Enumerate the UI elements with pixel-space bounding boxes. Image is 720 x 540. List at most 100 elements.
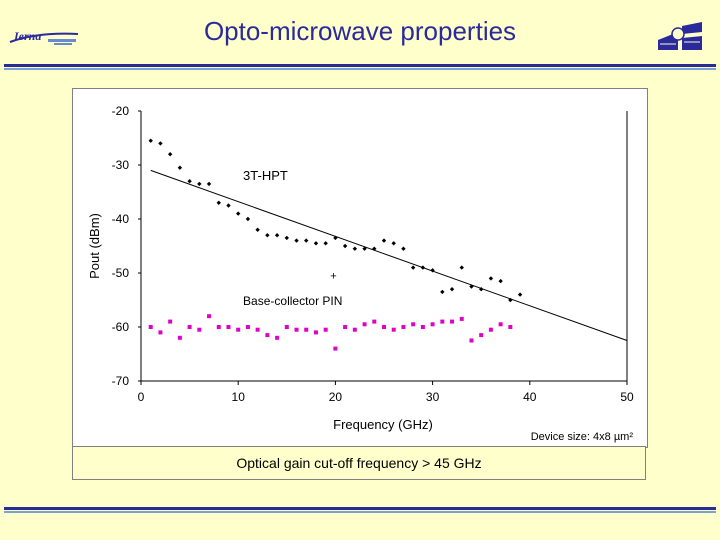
pin-point (450, 319, 455, 324)
logo-right (658, 22, 702, 50)
pin-point (343, 325, 348, 329)
hpt-point (187, 179, 192, 184)
pin-point (226, 325, 231, 329)
pin-point (488, 327, 493, 332)
pin-point (362, 322, 367, 327)
x-ticks: 0 10 20 30 40 50 (138, 381, 634, 404)
x-tick-label: 0 (138, 390, 145, 404)
pin-point (148, 325, 153, 329)
hpt-point (236, 211, 241, 216)
pin-point (323, 327, 328, 332)
header-rule-light (4, 68, 716, 70)
pin-point (479, 333, 484, 338)
pin-point (207, 314, 212, 319)
annotation-base-collector-pin: Base-collector PIN (243, 294, 342, 308)
chart-panel: -20 -30 -40 -50 -60 -70 0 10 20 30 40 50 Pout (dBm… (72, 88, 648, 448)
pin-point (216, 325, 221, 329)
pin-point (284, 325, 289, 329)
hpt-point (381, 238, 387, 243)
hpt-point (372, 246, 377, 251)
logo-left-text: Ierna (13, 29, 41, 43)
y-tick-label: -20 (112, 104, 130, 118)
hpt-point (479, 287, 484, 292)
pin-point (420, 325, 425, 329)
pin-point (275, 335, 280, 340)
pin-point (313, 330, 318, 335)
pin-point (440, 319, 445, 324)
trend-line (150, 169, 628, 341)
logo-left: Ierna (9, 29, 79, 45)
hpt-point (197, 181, 202, 187)
pin-point (498, 322, 503, 327)
y-tick-label: -40 (112, 212, 130, 226)
pin-point (304, 327, 309, 332)
hpt-point (459, 265, 464, 270)
hpt-point (323, 241, 328, 246)
page-title: Opto-microwave properties (203, 16, 517, 46)
pin-point (411, 322, 416, 327)
hpt-point (430, 268, 435, 273)
chart: -20 -30 -40 -50 -60 -70 0 10 20 30 40 50 Pout (dBm… (87, 104, 634, 443)
pin-point (197, 327, 202, 332)
hpt-point (245, 216, 251, 222)
footer-rule-light (4, 511, 716, 513)
y-tick-label: -70 (112, 374, 130, 388)
hpt-point (304, 238, 309, 243)
hpt-point (342, 243, 348, 249)
x-axis-label: Frequency (GHz) (333, 417, 433, 432)
hpt-point (206, 181, 212, 187)
y-axis-label: Pout (dBm) (87, 213, 102, 279)
hpt-point (274, 233, 280, 238)
y-tick-label: -30 (112, 158, 130, 172)
annotation-3t-hpt: 3T-HPT (243, 168, 288, 183)
hpt-point (333, 235, 338, 241)
annotation-plus: + (330, 271, 336, 283)
y-tick-label: -60 (112, 320, 130, 334)
hpt-point (284, 235, 289, 241)
pin-point (508, 325, 513, 329)
x-tick-label: 40 (523, 390, 537, 404)
hpt-point (167, 152, 173, 157)
hpt-point (255, 227, 260, 232)
hpt-point (158, 141, 163, 146)
hpt-point (449, 287, 455, 292)
y-ticks: -20 -30 -40 -50 -60 -70 (112, 104, 141, 388)
hpt-point (362, 246, 367, 251)
hpt-point (410, 265, 416, 270)
hpt-point (177, 165, 183, 170)
header-rule (4, 64, 716, 67)
hpt-point (352, 246, 358, 251)
pin-point (265, 333, 270, 338)
device-size-note: Device size: 4x8 µm² (531, 431, 634, 443)
hpt-point (488, 276, 494, 281)
x-tick-label: 20 (329, 390, 343, 404)
hpt-point (420, 265, 426, 270)
pin-point (469, 338, 474, 343)
pin-point (333, 346, 338, 351)
pin-point (245, 325, 250, 329)
y-tick-label: -50 (112, 266, 130, 280)
pin-point (158, 330, 163, 335)
hpt-point (148, 138, 153, 143)
pin-point (177, 335, 182, 340)
hpt-point (498, 278, 503, 284)
hpt-point (508, 297, 513, 303)
pin-point (382, 325, 386, 329)
footer-rule (4, 507, 716, 510)
x-tick-label: 10 (232, 390, 246, 404)
pin-point (459, 316, 464, 321)
hpt-point (469, 284, 474, 289)
pin-point (168, 319, 173, 324)
data-series (148, 138, 628, 351)
hpt-point (401, 246, 406, 251)
pin-point (430, 322, 435, 327)
pin-point (255, 327, 260, 332)
caption-bar: Optical gain cut-off frequency > 45 GHz (72, 446, 646, 480)
x-tick-label: 30 (426, 390, 440, 404)
pin-point (187, 325, 192, 329)
pin-point (236, 327, 241, 332)
pin-point (294, 327, 299, 332)
hpt-point (440, 289, 445, 295)
hpt-point (226, 203, 231, 208)
hpt-point (294, 238, 299, 243)
